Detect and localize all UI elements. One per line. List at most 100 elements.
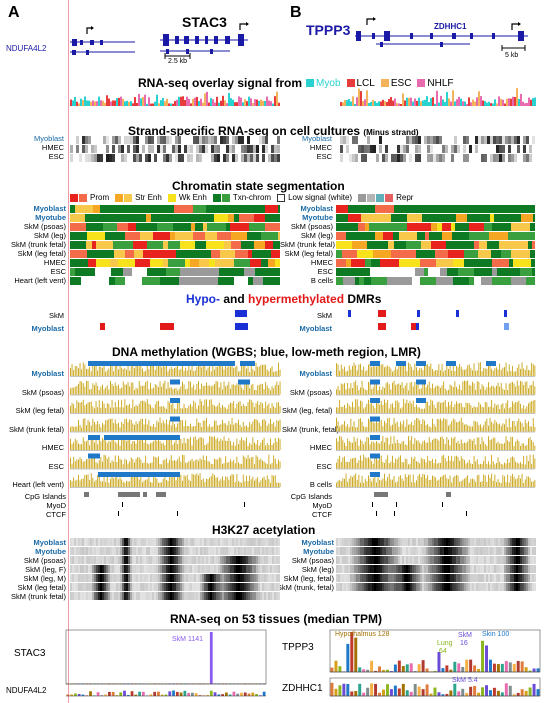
chromatin-state [527,205,535,213]
acetylation-signal [120,592,122,600]
tissue-bar [445,693,449,696]
chromatin-state [219,268,226,276]
acetylation-signal [530,565,532,573]
methylation-bar [174,473,175,487]
chromatin-state [336,241,352,249]
acetylation-signal [368,565,370,573]
methylation-bar [175,408,177,413]
acetylation-signal [72,583,74,591]
acetylation-signal [76,547,78,555]
methylation-bar [100,386,102,395]
methylation-bar [193,400,195,413]
acetylation-signal [160,556,162,564]
acetylation-signal [382,556,384,564]
strand-signal [430,154,433,162]
methylation-bar [355,441,357,450]
methylation-bar [111,363,113,376]
chromatin-state [230,223,249,231]
methylation-bar [105,440,107,450]
methylation-bar [494,474,496,487]
acetylation-signal [482,538,484,546]
lmr-block [370,435,380,440]
methylation-bar [199,399,201,413]
chromatin-state [259,205,265,213]
methylation-bar [166,419,167,432]
methylation-bar [81,478,83,487]
chromatin-state [464,205,479,213]
acetylation-signal [254,547,256,555]
methylation-bar [472,463,473,469]
methylation-bar [376,383,377,395]
methylation-bar [502,367,504,376]
methylation-bar [196,459,198,469]
methylation-bar [369,420,371,432]
strand-signal [244,145,247,153]
acetylation-signal [130,583,132,591]
acetylation-signal [388,556,390,564]
tissue-bar [453,661,457,672]
tissue-bar [111,691,115,696]
methylation-bar [380,441,382,450]
methylation-bar [363,408,365,413]
panel-label-a: A [8,4,20,21]
methylation-bar [127,382,129,395]
methylation-bar [393,436,395,450]
methylation-bar [255,390,257,395]
chromatin-state [190,277,207,285]
methylation-bar [95,424,97,432]
methylation-bar [124,439,126,450]
overlay-bar [98,96,100,106]
chromatin-state [111,205,121,213]
acetylation-signal [450,556,452,564]
acetylation-signal [380,547,382,555]
acetylation-signal [164,538,166,546]
acetylation-signal [230,574,232,582]
methylation-bar [71,481,73,487]
strand-signal [175,154,178,162]
methylation-bar [532,442,534,450]
methylation-bar [496,385,497,395]
methylation-bar [403,420,405,432]
methylation-bar [369,363,371,376]
acetylation-signal [362,583,364,591]
strand-signal [106,145,109,153]
acetylation-signal [192,574,194,582]
acetylation-signal [268,556,270,564]
acetylation-signal [200,574,202,582]
overlay-bar [492,103,494,106]
methylation-bar [446,419,448,432]
acetylation-signal [428,574,430,582]
acetylation-signal [76,538,78,546]
chromatin-state [532,241,535,249]
methylation-bar [510,382,512,395]
methylation-bar [193,474,195,487]
acetylation-signal [266,574,268,582]
tissue-bar [481,640,485,672]
methylation-bar [233,384,235,395]
lmr-block [88,453,100,459]
strand-signal [502,145,505,153]
acetylation-signal [236,565,238,573]
strand-signal [211,154,214,162]
methylation-bar [451,482,453,487]
methylation-bar [531,385,533,395]
acetylation-signal [392,583,394,591]
acetylation-signal [202,538,204,546]
acetylation-signal [236,556,238,564]
acetylation-signal [496,583,498,591]
acetylation-signal [502,556,504,564]
methylation-bar [515,441,517,450]
acetylation-signal [476,574,478,582]
acetylation-signal [504,547,506,555]
acetylation-signal [344,538,346,546]
methylation-bar [532,417,534,432]
chromatin-state [336,205,348,213]
methylation-bar [350,458,352,469]
methylation-bar [134,368,135,376]
acetylation-signal [346,538,348,546]
methylation-bar [420,408,422,413]
methylation-bar [454,381,456,395]
methylation-bar [126,418,127,432]
acetylation-signal [130,565,132,573]
overlay-bar [380,101,382,106]
